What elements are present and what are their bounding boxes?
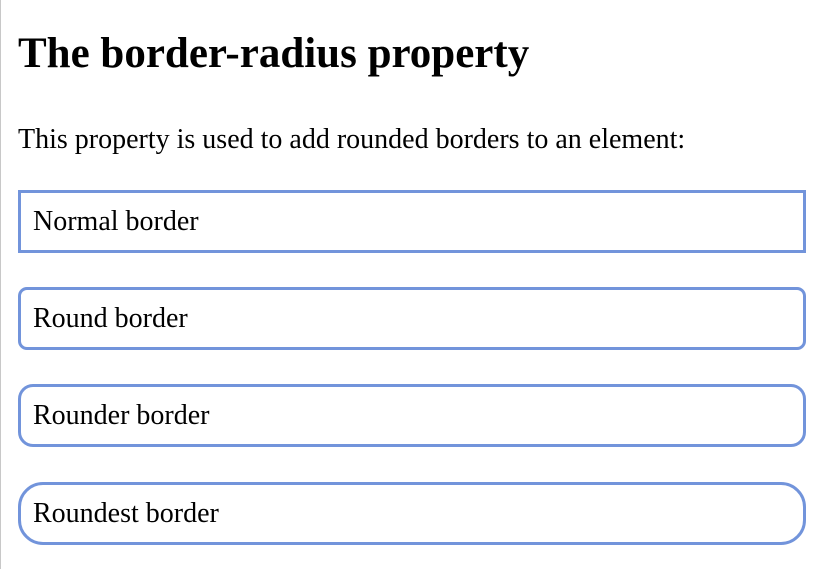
intro-text: This property is used to add rounded bor… <box>18 124 686 155</box>
page-title: The border-radius property <box>18 30 530 77</box>
rounder-border-label: Rounder border <box>33 400 210 431</box>
left-edge-rule <box>0 0 1 569</box>
normal-border-box: Normal border <box>18 190 806 253</box>
roundest-border-label: Roundest border <box>33 498 219 529</box>
round-border-label: Round border <box>33 303 188 334</box>
rounder-border-box: Rounder border <box>18 384 806 447</box>
normal-border-label: Normal border <box>33 206 199 237</box>
round-border-box: Round border <box>18 287 806 350</box>
roundest-border-box: Roundest border <box>18 482 806 545</box>
